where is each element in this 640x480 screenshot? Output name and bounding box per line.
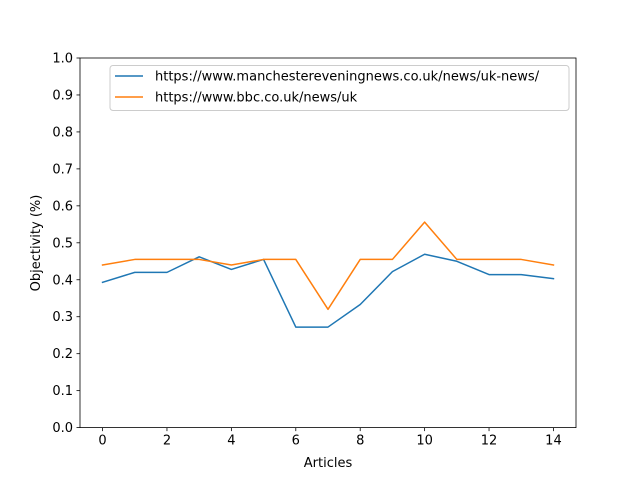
y-axis-ticks: 0.0 0.1 0.2 0.3 0.4 0.5 0.6 0.7 0.8 0.9 1.0	[52, 52, 80, 436]
y-tick-label: 1.0	[52, 52, 73, 67]
series-line-1	[101, 253, 555, 328]
y-tick-label: 0.0	[52, 421, 73, 436]
y-tick-label: 0.3	[52, 310, 73, 325]
x-axis-label: Articles	[304, 456, 353, 471]
x-tick-label: 4	[227, 434, 235, 449]
x-axis-ticks: 0 2 4 6 8 10 12 14	[98, 427, 562, 449]
y-tick-label: 0.7	[52, 162, 73, 177]
x-tick-label: 0	[98, 434, 106, 449]
y-tick-label: 0.4	[52, 273, 73, 288]
x-tick-label: 10	[416, 434, 433, 449]
y-tick-label: 0.2	[52, 347, 73, 362]
plot-frame	[79, 57, 577, 429]
y-tick-label: 0.6	[52, 199, 73, 214]
y-tick-label: 0.8	[52, 125, 73, 140]
x-tick-label: 6	[292, 434, 300, 449]
y-tick-label: 0.9	[52, 88, 73, 103]
series-layer	[101, 221, 555, 328]
x-tick-label: 2	[163, 434, 171, 449]
x-tick-label: 12	[481, 434, 498, 449]
legend-box	[109, 65, 570, 111]
x-tick-label: 14	[545, 434, 562, 449]
series-line-2	[101, 221, 555, 311]
legend-label-1: https://www.manchestereveningnews.co.uk/…	[155, 70, 540, 85]
y-tick-label: 0.1	[52, 384, 73, 399]
legend-label-2: https://www.bbc.co.uk/news/uk	[155, 91, 358, 106]
legend: https://www.manchestereveningnews.co.uk/…	[109, 65, 570, 111]
x-tick-label: 8	[356, 434, 364, 449]
y-axis-label: Objectivity (%)	[29, 195, 44, 292]
y-tick-label: 0.5	[52, 236, 73, 251]
